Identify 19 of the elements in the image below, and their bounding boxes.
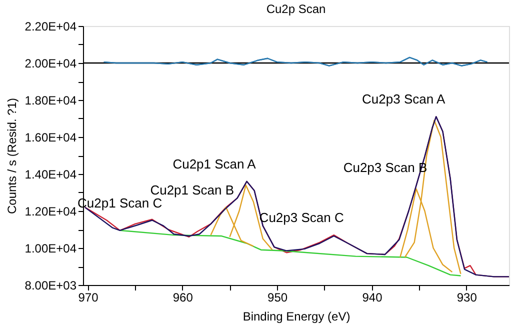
y-axis-title: Counts / s (Resid. ?1) xyxy=(4,98,19,214)
y-tick-label: 8.00E+03 xyxy=(24,278,77,292)
y-tick-label: 2.00E+04 xyxy=(24,56,77,70)
y-tick-label: 1.20E+04 xyxy=(24,204,77,218)
y-tick-label: 1.80E+04 xyxy=(24,94,77,108)
x-tick-label: 970 xyxy=(78,290,99,304)
x-axis-title: Binding Energy (eV) xyxy=(242,310,350,324)
y-tick-label: 2.20E+04 xyxy=(24,20,77,34)
x-tick-label: 940 xyxy=(362,290,383,304)
y-tick-label: 1.00E+04 xyxy=(24,242,77,256)
y-tick-label: 1.60E+04 xyxy=(24,130,77,144)
chart-title: Cu2p Scan xyxy=(266,2,326,16)
annotation: Cu2p1 Scan B xyxy=(150,182,234,198)
x-tick-label: 950 xyxy=(268,290,288,304)
annotation: Cu2p3 Scan A xyxy=(362,92,446,107)
annotation: Cu2p1 Scan A xyxy=(172,156,256,172)
x-tick-label: 960 xyxy=(172,290,194,304)
x-tick-label: 930 xyxy=(456,290,478,304)
y-tick-label: 1.40E+04 xyxy=(24,168,77,182)
